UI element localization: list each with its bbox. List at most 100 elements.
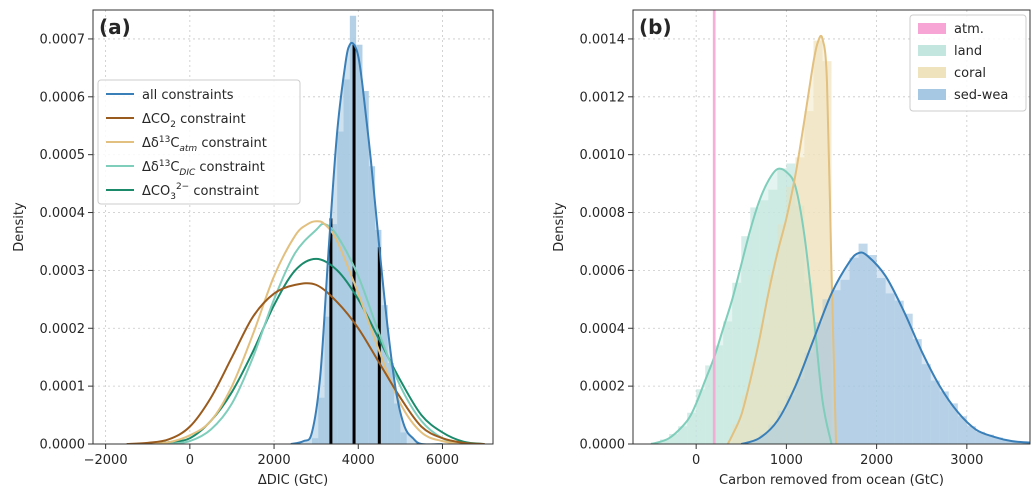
panel-a-xtick-label: 2000 [258, 453, 291, 468]
panel-a-ytick-label: 0.0003 [40, 264, 86, 279]
panel-a-plot [126, 15, 485, 444]
kde-fill-land [651, 168, 832, 444]
panel-b-ytick-label: 0.0012 [580, 90, 626, 105]
hist-bar-sed-wea [912, 339, 922, 444]
hist-bar-sed-wea [921, 364, 931, 444]
legend-b-label: land [954, 44, 982, 59]
panel-a-xlabel: ΔDIC (GtC) [258, 473, 328, 488]
panel-b-xtick-label: 2000 [860, 453, 893, 468]
panel-a-ytick-label: 0.0000 [40, 438, 86, 453]
hist-bar-sed-wea [903, 313, 913, 444]
panel-a-ylabel: Density [12, 202, 27, 252]
legend-a-label-base: ΔCO [142, 112, 170, 127]
hist-bar-sed-wea [948, 403, 958, 444]
hist-bar-sed-wea [822, 299, 832, 444]
legend-b-label: sed-wea [954, 88, 1008, 103]
legend-a-sub: 3 [170, 192, 176, 202]
atm-bar [712, 10, 716, 444]
legend-a-sub: atm [179, 144, 197, 154]
hist-bar-sed-wea [759, 434, 769, 444]
panel-a-ytick-label: 0.0006 [40, 90, 86, 105]
legend-b-label: atm. [954, 22, 984, 37]
legend-b-swatch-land [918, 45, 946, 56]
panel-a-xtick-label: −2000 [84, 453, 128, 468]
hist-bar-sed-wea [957, 416, 967, 444]
panel-a-ytick-label: 0.0002 [40, 322, 86, 337]
legend-a-label: ΔCO2 constraint [142, 112, 246, 130]
legend-b-box [909, 14, 1027, 112]
kde-line-3 [168, 222, 464, 444]
hist-bar-sed-wea [786, 395, 796, 444]
panel-a-panel: −2000 0 2000 4000 6000 0.0000 0.0001 0.0002 0.00… [12, 9, 494, 488]
hist-bar-coral [795, 157, 805, 444]
hist-bar-sed-wea [984, 434, 994, 444]
legend-a-sup: 2− [176, 182, 189, 192]
panel-b-ytick-label: 0.0010 [580, 148, 626, 163]
legend-b-swatch-sed-wea [918, 89, 946, 100]
hist-bar-sed-wea [993, 437, 1003, 444]
hist-bar-coral [741, 395, 751, 444]
hist-bar-sed-wea [849, 257, 859, 444]
hist-bar-sed-wea [876, 278, 886, 444]
panel-b-xlabel: Carbon removed from ocean (GtC) [719, 473, 944, 488]
legend-b: atm. land coral sed-wea [909, 14, 1027, 112]
legend-a-label-base: Δδ [142, 160, 159, 175]
kde-fill-sed-wea [741, 252, 1030, 444]
legend-a-tail: constraint [176, 112, 246, 127]
hist-bar-coral [813, 40, 823, 444]
kde-line-1 [126, 282, 485, 444]
hist-bar-coral [777, 224, 787, 444]
panel-b-ytick-label: 0.0008 [580, 206, 626, 221]
hist-bar-sed-wea [885, 293, 895, 444]
hist-bar-sed-wea [768, 424, 778, 444]
hist-bar-sed-wea [894, 300, 904, 444]
legend-a-box [97, 79, 301, 205]
legend-a-tail: constraint [195, 160, 265, 175]
hist-bar-coral [750, 361, 760, 444]
hist-bar-land [687, 412, 697, 444]
hist-bar-sed-wea [1011, 441, 1021, 444]
hist-bar-sed-wea [1002, 440, 1012, 444]
hist-bar-land [741, 236, 751, 444]
hist-bar-land [705, 365, 715, 444]
hist-bar-sed-wea [777, 410, 787, 444]
legend-a-sup: 13 [159, 159, 170, 169]
panel-a-ytick-label: 0.0007 [40, 32, 86, 47]
kde-line-land [650, 167, 833, 444]
panel-a-xtick-label: 4000 [342, 453, 375, 468]
legend-a-tail: constraint [189, 184, 259, 199]
panel-b-xtick-label: 1000 [770, 453, 803, 468]
hist-bar-sed-wea [930, 380, 940, 444]
panel-a-ytick-label: 0.0005 [40, 148, 86, 163]
hist-bar-sed-wea [804, 352, 814, 444]
panel-a-panel-label: (a) [99, 15, 131, 39]
hist-bar-sed-wea [858, 243, 868, 444]
hist-bar-sed-wea [813, 322, 823, 444]
legend-b-label: coral [954, 66, 986, 81]
hist-bar-land [678, 426, 688, 444]
hist-bar-land [723, 321, 733, 444]
hist-bar-land [714, 345, 724, 444]
hist-bar-sed-wea [831, 290, 841, 444]
panel-b-ytick-label: 0.0006 [580, 264, 626, 279]
panel-b-ylabel: Density [552, 202, 567, 252]
hist-bar-coral [768, 274, 778, 444]
panel-a-ytick-label: 0.0004 [40, 206, 86, 221]
panel-a-frame [92, 9, 494, 445]
kde-fill-coral [727, 35, 837, 444]
panel-b-ytick-label: 0.0002 [580, 380, 626, 395]
hist-bar-land [750, 207, 760, 444]
hist-bar-coral [732, 424, 742, 444]
hist-bar-land [669, 434, 679, 444]
panel-b-ytick-label: 0.0000 [580, 438, 626, 453]
legend-a-carbon: C [170, 136, 179, 151]
hist-bar-sed-wea [795, 378, 805, 444]
panel-b-ytick-label: 0.0004 [580, 322, 626, 337]
kde-fill-all-constraints [290, 42, 443, 444]
legend-a-sub: 2 [170, 120, 176, 130]
legend-a-label: Δδ13CDIC constraint [142, 159, 265, 178]
kde-line-sed-wea [740, 251, 1030, 444]
panel-b-panel-label: (b) [639, 15, 672, 39]
